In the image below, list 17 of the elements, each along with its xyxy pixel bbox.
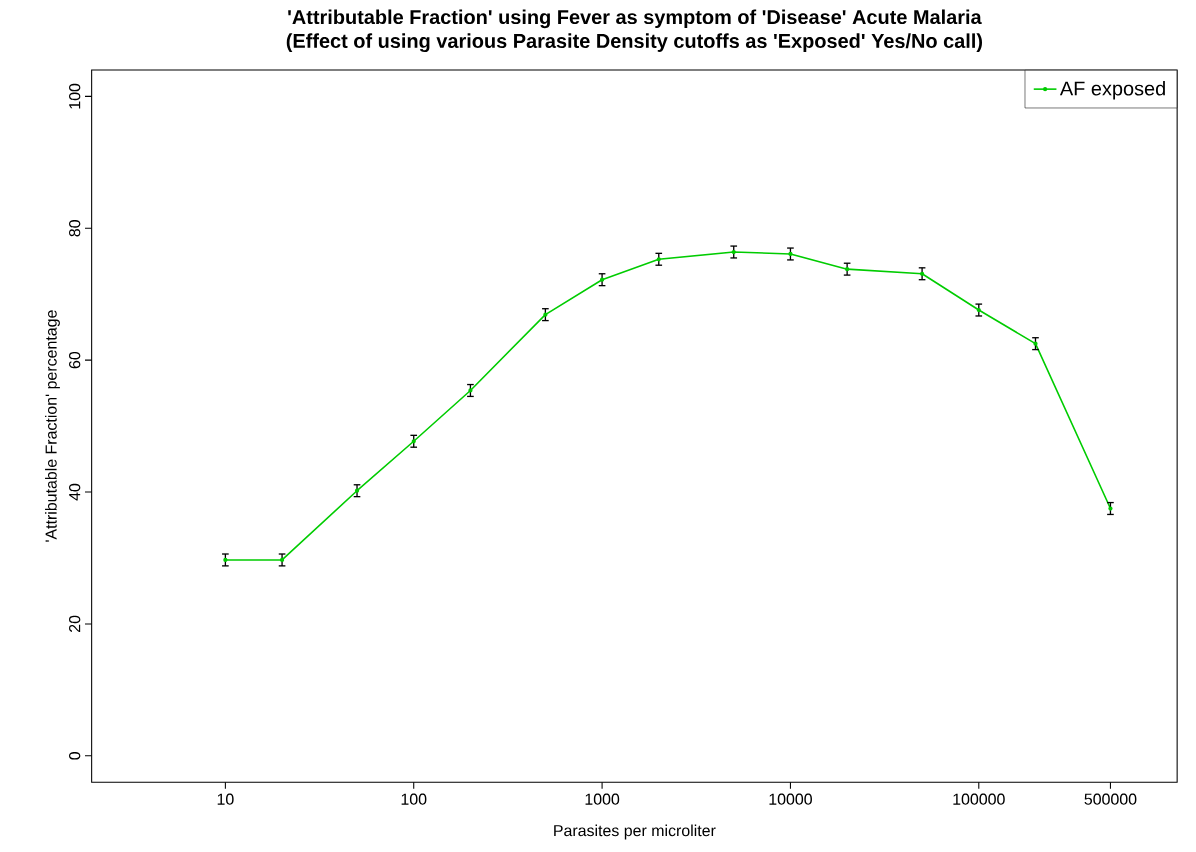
y-tick-label: 0	[69, 752, 81, 760]
y-axis-title: 'Attributable Fraction' percentage	[45, 310, 60, 542]
y-tick-label: 40	[69, 484, 81, 501]
y-tick-label: 20	[69, 615, 81, 633]
chart-title: 'Attributable Fraction' using Fever as symptom of 'Disease' Acute Malaria	[288, 9, 982, 29]
x-axis-title: Parasites per microliter	[554, 824, 716, 840]
x-tick-label: 100000	[953, 793, 1005, 806]
y-tick-label: 60	[69, 352, 81, 369]
y-tick-label: 100	[69, 83, 81, 109]
chart-subtitle: (Effect of using various Parasite Density cutoffs as 'Exposed' Yes/No call)	[286, 33, 983, 53]
legend-label: AF exposed	[1059, 81, 1165, 100]
x-tick-label: 100	[401, 793, 427, 806]
x-tick-label: 500000	[1084, 793, 1137, 806]
x-tick-label: 1000	[585, 793, 620, 806]
y-tick-label: 80	[69, 220, 81, 237]
x-tick-label: 10000	[769, 793, 812, 806]
x-tick-label: 10	[217, 793, 234, 806]
